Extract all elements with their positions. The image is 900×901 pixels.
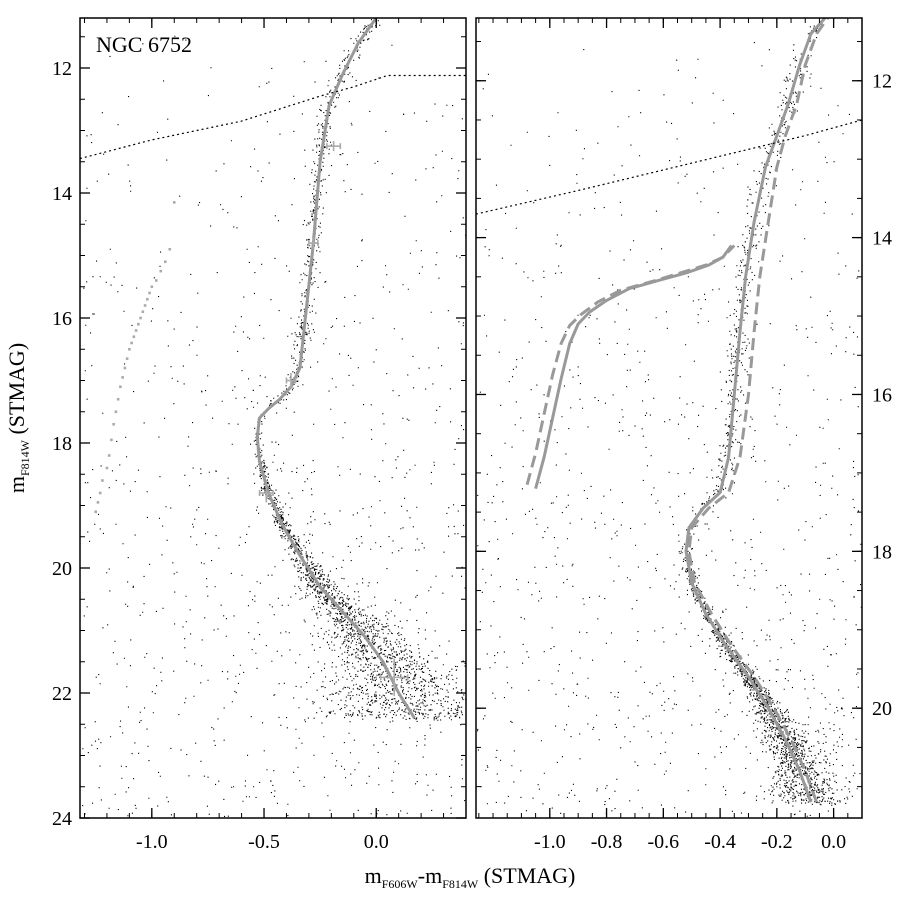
y-tick-label: 20: [872, 698, 892, 720]
hb-point: [146, 297, 149, 301]
hb-point: [137, 322, 140, 326]
hb-point: [134, 329, 138, 332]
y-tick-label: 14: [872, 228, 892, 250]
x-label-unit: (STMAG): [478, 863, 575, 888]
reddening-line: [475, 119, 863, 215]
left-frame: [79, 17, 467, 819]
x-label-main-1: m: [365, 863, 382, 888]
error-bar: [258, 483, 274, 503]
hb-point: [119, 385, 122, 389]
hb-point: [155, 279, 158, 282]
x-tick-label: 0.0: [364, 831, 389, 853]
hb-solid-line: [534, 244, 733, 489]
x-tick-label: -0.8: [591, 831, 623, 853]
x-tick-label: 0.0: [821, 831, 846, 853]
y-tick-label: 24: [52, 808, 72, 830]
hb-point: [125, 357, 129, 360]
hb-point: [114, 410, 118, 414]
x-tick-label: -0.5: [248, 831, 280, 853]
y-tick-label: 18: [872, 541, 892, 563]
hb-point: [172, 201, 176, 204]
fiducial-line: [255, 17, 416, 719]
right-star-field: [477, 20, 862, 817]
left-axis-ticks: -1.0 -0.5 0.0 12 14 16 18 20 22 24: [52, 18, 467, 853]
isochrone-dashed-line: [687, 17, 830, 803]
y-tick-label: 14: [52, 183, 72, 205]
right-axis-ticks: -1.0 -0.8 -0.6 -0.4 -0.2 0.0 12 14 16 18 20: [476, 18, 892, 853]
reddening-line: [79, 74, 466, 160]
right-frame: [475, 17, 863, 819]
error-bar: [326, 141, 342, 152]
hb-point: [141, 310, 145, 314]
hb-point: [168, 247, 172, 251]
hb-point: [107, 454, 111, 457]
x-tick-label: -1.0: [534, 831, 566, 853]
hb-point: [121, 376, 124, 379]
hb-point: [132, 335, 136, 339]
y-tick-label: 16: [52, 308, 72, 330]
hb-point: [116, 397, 120, 401]
x-tick-label: -0.4: [704, 831, 736, 853]
hb-point: [163, 260, 167, 264]
y-label-main: m: [4, 476, 29, 493]
x-label-mid: -m: [418, 863, 442, 888]
error-bar: [379, 658, 409, 697]
hb-point: [130, 341, 133, 345]
error-bar: [308, 236, 319, 250]
left-cmd-panel: -1.0 -0.5 0.0 12 14 16 18 20 22 24 NGC 6752: [52, 17, 467, 853]
right-series-layer: [475, 16, 863, 803]
right-cmd-panel: -1.0 -0.8 -0.6 -0.4 -0.2 0.0 12 14 16 18 20: [475, 16, 892, 853]
x-tick-label: -0.6: [647, 831, 679, 853]
x-tick-label: -1.0: [136, 831, 168, 853]
hb-point: [159, 269, 163, 273]
error-bar: [285, 373, 297, 388]
star-dots: [477, 20, 862, 817]
left-panel-title: NGC 6752: [96, 32, 192, 57]
left-star-field: [82, 19, 467, 818]
hb-point: [150, 285, 154, 289]
hb-dashed-line: [525, 244, 736, 486]
y-tick-label: 16: [872, 384, 892, 406]
y-tick-label: 18: [52, 433, 72, 455]
x-axis-label: mF606W-mF814W (STMAG): [365, 863, 576, 891]
hb-point: [128, 347, 131, 351]
hb-point: [148, 291, 151, 295]
left-series-layer: [79, 17, 466, 719]
hb-point: [94, 510, 98, 514]
hb-point: [143, 304, 147, 307]
isochrone-solid-line: [684, 16, 827, 803]
y-label-unit: (STMAG): [4, 343, 29, 440]
hb-point: [96, 501, 100, 504]
hb-point: [139, 316, 142, 320]
hb-point: [98, 491, 102, 495]
y-tick-label: 20: [52, 558, 72, 580]
y-label-sub: F814W: [18, 439, 32, 476]
x-label-sub-1: F606W: [382, 877, 419, 891]
hb-point: [105, 466, 109, 470]
hb-point: [112, 422, 115, 426]
y-axis-label: mF814W (STMAG): [4, 343, 32, 493]
hb-point: [123, 366, 127, 370]
x-tick-label: -0.2: [761, 831, 793, 853]
hb-point: [101, 479, 104, 482]
y-tick-label: 12: [872, 71, 892, 93]
star-dots: [82, 19, 467, 818]
hb-point: [110, 438, 113, 442]
y-tick-label: 22: [52, 683, 72, 705]
y-tick-label: 12: [52, 58, 72, 80]
x-label-sub-2: F814W: [442, 877, 479, 891]
